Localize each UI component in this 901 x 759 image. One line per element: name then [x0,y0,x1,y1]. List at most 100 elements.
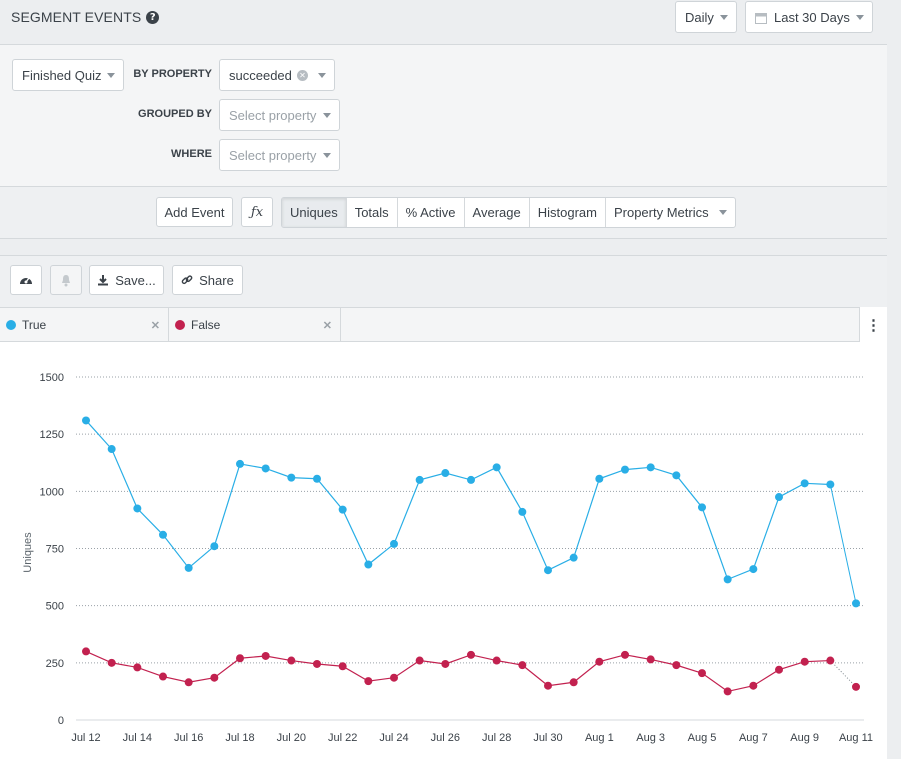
data-point [492,463,501,472]
data-point [467,650,475,659]
more-options-icon[interactable]: ⋮ [859,307,887,342]
y-tick-label: 750 [46,544,64,556]
link-icon [181,275,193,285]
legend-item-false[interactable]: False ✕ [169,308,341,342]
interval-value: Daily [685,9,714,25]
dashboard-icon [20,277,32,284]
y-tick-label: 1000 [40,486,64,498]
alert-button[interactable] [50,265,82,295]
data-point [723,575,732,584]
where-placeholder: Select property [229,147,317,163]
clear-icon[interactable]: ✕ [297,70,308,81]
data-point [390,539,398,548]
data-point [441,659,450,668]
header-bar: SEGMENT EVENTS ? [0,0,887,36]
date-range-value: Last 30 Days [774,9,850,25]
series-line-partial [829,484,857,604]
formula-button[interactable]: ƒx [241,197,273,227]
tab-uniques[interactable]: Uniques [282,198,346,227]
data-point [107,658,116,667]
data-point [415,475,424,484]
legend-bar [0,307,887,342]
data-point [441,469,450,478]
save-button[interactable]: Save... [89,265,164,295]
x-tick-label: Aug 5 [688,732,717,744]
legend-item-true[interactable]: True ✕ [0,308,169,342]
data-point [210,673,219,682]
data-point [672,471,681,480]
x-tick-label: Aug 3 [636,732,665,744]
query-builder [0,44,887,187]
data-point [621,650,629,659]
date-range-dropdown[interactable]: Last 30 Days [745,1,873,33]
x-tick-label: Jul 26 [431,732,460,744]
data-point [544,566,552,575]
data-point [82,416,90,425]
data-point [698,669,706,678]
metric-tabs: Uniques Totals % Active Average Histogra… [281,197,736,228]
y-tick-label: 250 [46,658,64,670]
x-tick-label: Jul 16 [174,732,203,744]
tab-property-metrics[interactable]: Property Metrics [604,198,735,227]
y-tick-label: 1250 [40,429,64,441]
close-icon[interactable]: ✕ [322,320,332,332]
data-point [749,681,758,690]
y-tick-label: 0 [58,715,64,727]
legend-label-false: False [191,318,221,332]
x-tick-label: Aug 7 [739,732,768,744]
data-point [646,655,655,664]
close-icon[interactable]: ✕ [150,320,160,332]
tab-active[interactable]: % Active [396,198,464,227]
series-line [85,420,831,581]
event-dropdown[interactable]: Finished Quiz [12,59,124,91]
data-point [364,560,373,569]
data-point [800,479,809,488]
grouped-by-label: GROUPED BY [138,108,212,120]
share-button[interactable]: Share [172,265,243,295]
by-property-dropdown[interactable]: succeeded ✕ [219,59,335,91]
data-point [518,507,527,516]
data-point [723,687,732,696]
grouped-by-dropdown[interactable]: Select property [219,99,340,131]
data-point [107,445,116,454]
data-point [852,599,860,608]
y-tick-label: 1500 [40,372,64,384]
tab-totals[interactable]: Totals [345,198,397,227]
data-point [261,464,270,473]
where-dropdown[interactable]: Select property [219,139,340,171]
report-title: SEGMENT EVENTS ? [11,9,160,25]
data-point [595,474,604,483]
where-label: WHERE [171,148,212,160]
x-tick-label: Jul 24 [379,732,408,744]
bell-icon [62,274,70,286]
data-point [313,474,321,483]
share-label: Share [199,272,234,288]
data-point [646,463,655,472]
data-point [313,659,321,668]
data-point [775,493,783,502]
x-tick-label: Jul 22 [328,732,357,744]
series-line-partial [829,660,857,688]
x-tick-label: Jul 18 [225,732,254,744]
x-tick-label: Jul 14 [123,732,152,744]
data-point [338,505,347,514]
help-icon[interactable]: ? [146,10,160,24]
tab-average[interactable]: Average [463,198,529,227]
data-point [672,661,681,670]
data-point [82,647,90,656]
data-point [287,473,296,482]
chevron-down-icon [323,113,331,118]
event-value: Finished Quiz [22,67,102,83]
data-point [159,530,167,539]
dashboard-button[interactable] [10,265,42,295]
y-tick-label: 500 [46,601,64,613]
x-tick-label: Aug 1 [585,732,614,744]
grouped-by-placeholder: Select property [229,107,317,123]
data-point [415,656,424,665]
data-point [184,678,193,687]
data-point [133,504,142,513]
add-event-button[interactable]: Add Event [156,197,233,227]
interval-dropdown[interactable]: Daily [675,1,737,33]
data-point [621,465,629,474]
tab-histogram[interactable]: Histogram [528,198,605,227]
